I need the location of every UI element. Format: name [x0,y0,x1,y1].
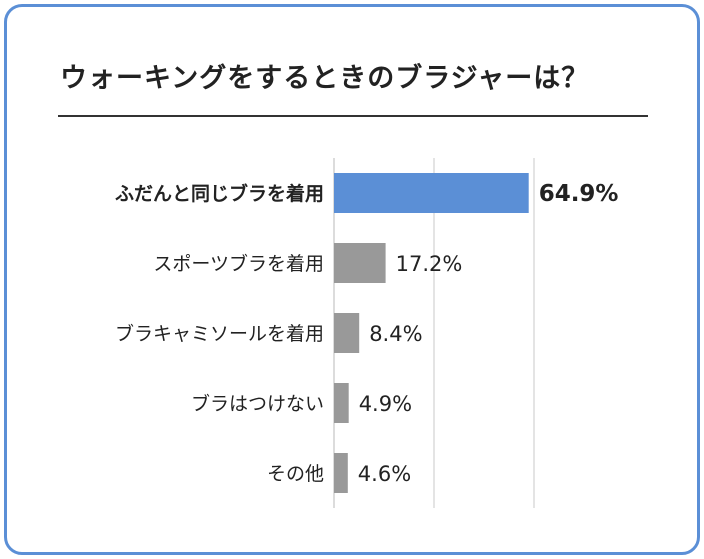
value-label: 64.9% [539,181,619,207]
category-label: ブラはつけない [191,392,324,415]
chart-title: ウォーキングをするときのブラジャーは？ [60,63,590,94]
category-label: ブラキャミソールを着用 [115,322,324,345]
bar [334,173,529,213]
value-label: 8.4% [369,322,422,346]
bar [334,243,386,283]
value-label: 4.6% [358,462,411,486]
value-label: 4.9% [359,392,412,416]
bar [334,313,360,353]
bar [334,453,348,493]
category-label: その他 [267,463,324,485]
value-label: 17.2% [396,252,463,276]
category-label: スポーツブラを着用 [153,252,324,275]
title-divider [58,115,648,117]
category-label: ふだんと同じブラを着用 [115,182,324,205]
bar [334,383,349,423]
